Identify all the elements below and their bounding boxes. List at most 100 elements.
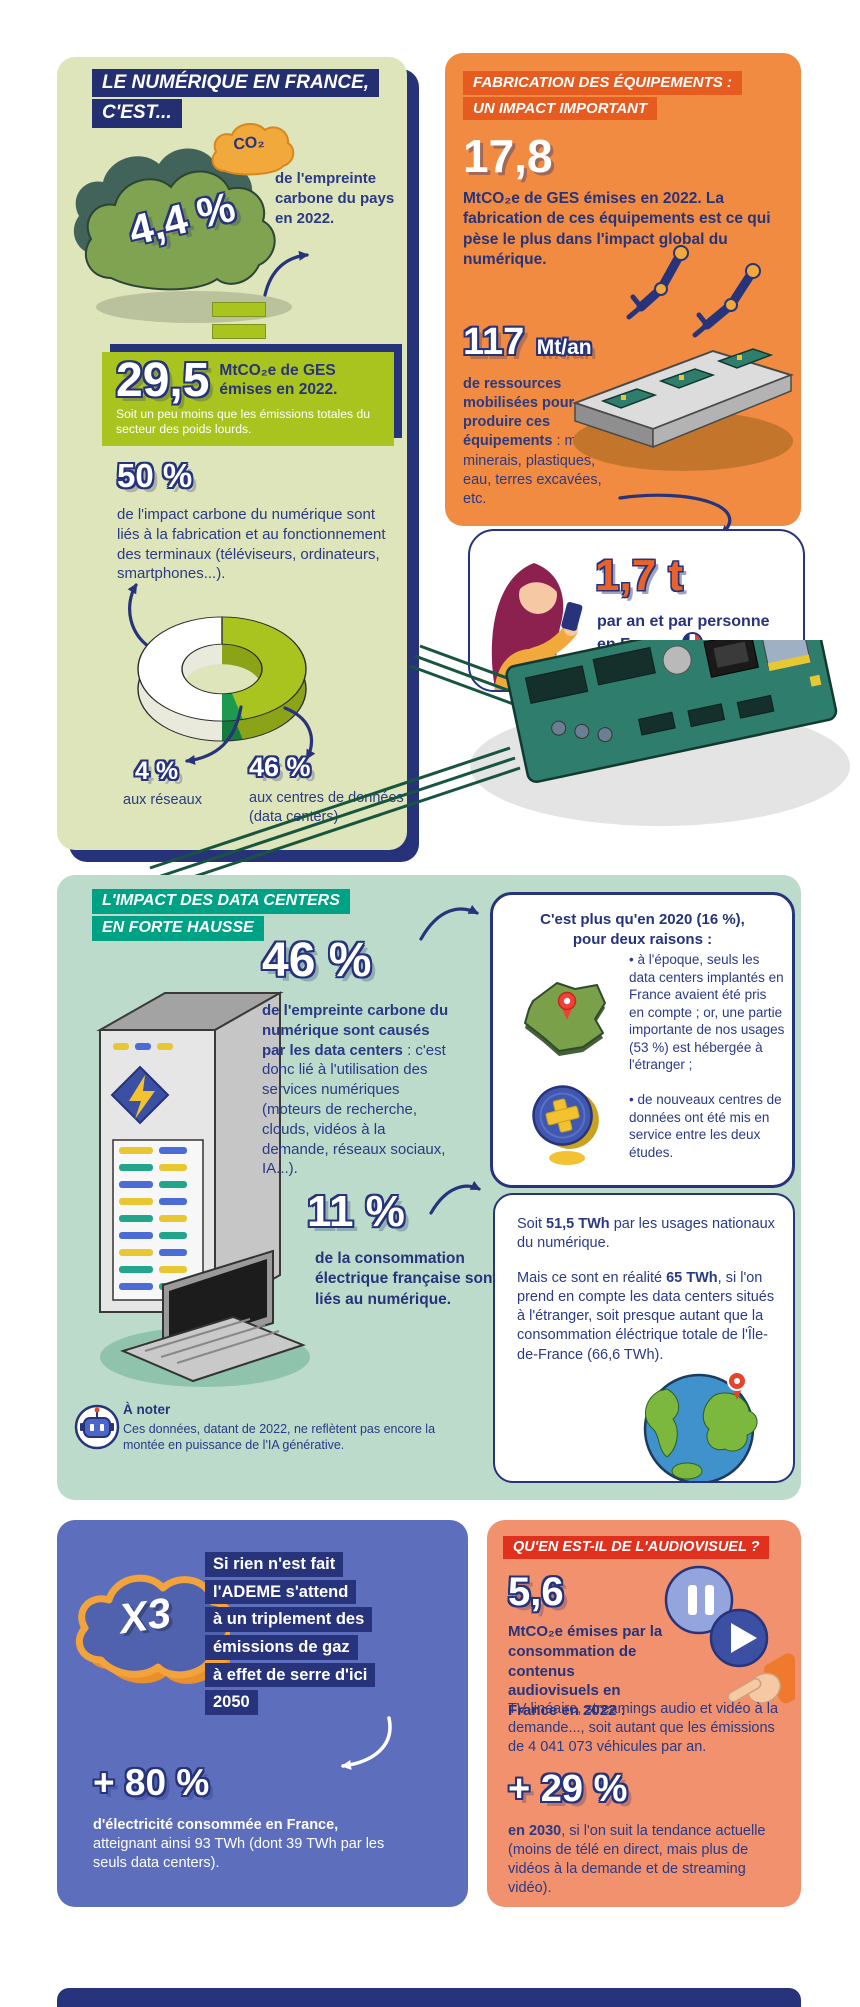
- panel-digital-france: LE NUMÉRIQUE EN FRANCE, C'EST... CO₂ 4,4…: [57, 57, 407, 850]
- twh2-pre: Mais ce sont en réalité: [517, 1270, 667, 1286]
- dc-share-text-rest: : c'est donc lié à l'utilisation des ser…: [262, 1041, 446, 1178]
- audiovisual-text-bold: MtCO₂e émises par la consommation de con…: [508, 1623, 663, 1720]
- twh1-pre: Soit: [517, 1216, 547, 1232]
- footer-bar: [57, 1988, 801, 2007]
- note-text: Ces données, datant de 2022, ne reflèten…: [123, 1421, 436, 1453]
- panel-title-line1: L'IMPACT DES DATA CENTERS: [92, 889, 350, 914]
- callout-2020-box: C'est plus qu'en 2020 (16 %), pour deux …: [490, 892, 795, 1188]
- resources-text: de ressources mobilisées pour produire c…: [463, 375, 621, 509]
- datacenters-label: aux centres de données (data centers): [249, 790, 404, 826]
- terminals-share-text: de l'impact carbone du numérique sont li…: [117, 506, 386, 583]
- fabrication-ges-text: MtCO₂e de GES émises en 2022. La fabrica…: [463, 190, 771, 269]
- panel-audiovisuel: QU'EN EST-IL DE L'AUDIOVISUEL ? 5,6 MtCO…: [487, 1520, 801, 1907]
- panel-title: QU'EN EST-IL DE L'AUDIOVISUEL ?: [503, 1536, 770, 1560]
- twh-paragraph-2: Mais ce sont en réalité 65 TWh, si l'on …: [517, 1269, 779, 1365]
- carbon-share-caption: de l'empreinte carbone du pays en 2022.: [275, 170, 395, 227]
- networks-label: aux réseaux: [123, 792, 202, 808]
- arrow-twh-icon: [425, 1177, 489, 1219]
- per-person-caption-line2: en France.: [597, 636, 678, 654]
- audiovisual-growth-bold: en 2030: [508, 1823, 562, 1839]
- resources-text-bold: de ressources mobilisées pour produire c…: [463, 376, 575, 450]
- resources-value-row: 117 Mt/an: [463, 321, 592, 364]
- audiovisual-ges-value: 5,6: [508, 1570, 564, 1614]
- co2-badge-icon: [205, 119, 295, 181]
- pointing-hand-icon: [727, 1653, 795, 1704]
- twh2-post: , si l'on prend en compte les data cente…: [517, 1270, 775, 1363]
- electricity-growth-bold: d'électricité consommée en France,: [93, 1817, 339, 1833]
- panel-title-line2: UN IMPACT IMPORTANT: [463, 96, 658, 121]
- dc-share-text-bold: de l'empreinte carbone du numérique sont…: [262, 1002, 449, 1059]
- person-phone-illustration: [476, 549, 591, 690]
- co2-cloud-icon: [69, 129, 324, 329]
- twh1-value: 51,5 TWh: [546, 1216, 610, 1232]
- twh-box: Soit 51,5 TWh par les usages nationaux d…: [493, 1193, 795, 1483]
- panel-projection-2050: X3 Si rien n'est fait l'ADEME s'attend à…: [57, 1520, 468, 1907]
- twh-paragraph-1: Soit 51,5 TWh par les usages nationaux d…: [517, 1215, 779, 1253]
- audiovisual-growth-text: en 2030, si l'on suit la tendance actuel…: [508, 1822, 790, 1899]
- electricity-share-value: 11 %: [307, 1187, 405, 1236]
- donut-chart: [105, 595, 340, 775]
- plus-coin-icon: [525, 1073, 607, 1167]
- ges-total-label: MtCO₂e de GES émises en 2022.: [219, 362, 338, 398]
- electricity-growth-rest: atteignant ainsi 93 TWh (dont 39 TWh par…: [93, 1835, 385, 1871]
- panel-data-centers: L'IMPACT DES DATA CENTERS EN FORTE HAUSS…: [57, 875, 801, 1500]
- panel-title-line1: FABRICATION DES ÉQUIPEMENTS :: [463, 71, 742, 95]
- per-person-caption: par an et par personne en France.: [597, 611, 770, 655]
- warning-line-1: Si rien n'est fait: [205, 1552, 344, 1577]
- terminals-share-value: 50 %: [117, 457, 193, 494]
- panel-title-line2: C'EST...: [92, 99, 182, 128]
- panel-title: FABRICATION DES ÉQUIPEMENTS : UN IMPACT …: [463, 71, 742, 121]
- panel-fabrication: FABRICATION DES ÉQUIPEMENTS : UN IMPACT …: [445, 53, 801, 526]
- dc-share-value: 46 %: [262, 934, 372, 987]
- arrow-white-icon: [325, 1712, 405, 1774]
- callout-bullet-2: • de nouveaux centres de données ont été…: [629, 1092, 782, 1160]
- fabrication-ges-value: 17,8: [463, 130, 553, 182]
- resources-unit: Mt/an: [536, 336, 592, 359]
- france-map-icon: [517, 973, 612, 1061]
- note-block: À noter Ces données, datant de 2022, ne …: [123, 1401, 443, 1453]
- server-rack-illustration: [65, 955, 310, 1395]
- datacenters-value: 46 %: [249, 752, 311, 782]
- arrow-per-person-icon: [600, 486, 770, 556]
- france-flag-icon: [682, 632, 704, 654]
- audiovisual-growth-value: + 29 %: [508, 1768, 628, 1810]
- per-person-value: 1,7 t: [595, 551, 684, 600]
- twh1-post: par les usages nationaux du numérique.: [517, 1216, 775, 1252]
- pause-icon: [688, 1585, 697, 1615]
- panel-title: L'IMPACT DES DATA CENTERS EN FORTE HAUSS…: [92, 889, 350, 941]
- warning-line-4: émissions de gaz: [205, 1634, 358, 1660]
- warning-line-2: l'ADEME s'attend: [205, 1579, 357, 1605]
- warning-text-block: Si rien n'est fait l'ADEME s'attend à un…: [205, 1552, 376, 1715]
- per-person-caption-line1: par an et par personne: [597, 613, 770, 630]
- ges-total-value: 29,5: [116, 354, 210, 407]
- electricity-growth-text: d'électricité consommée en France, attei…: [93, 1816, 438, 1873]
- dc-share-text: de l'empreinte carbone du numérique sont…: [262, 1001, 452, 1179]
- panel-title: LE NUMÉRIQUE EN FRANCE, C'EST...: [92, 69, 380, 128]
- per-person-box: 1,7 t par an et par personne en France.: [468, 529, 805, 692]
- arrow-callout-icon: [415, 897, 487, 945]
- arrow-networks-icon: [175, 697, 250, 775]
- ges-total-box: 29,5 MtCO₂e de GES émises en 2022. Soit …: [102, 352, 394, 446]
- callout-title: C'est plus qu'en 2020 (16 %), pour deux …: [540, 911, 745, 948]
- twh2-value: 65 TWh: [666, 1270, 718, 1286]
- globe-icon: [607, 1365, 792, 1481]
- warning-line-3: à un triplement des: [205, 1607, 373, 1632]
- note-title: À noter: [123, 1402, 171, 1417]
- ges-total-note: Soit un peu moins que les émissions tota…: [116, 406, 371, 436]
- panel-title-line1: QU'EN EST-IL DE L'AUDIOVISUEL ?: [503, 1536, 770, 1560]
- electricity-share-text: de la consommation électrique française …: [315, 1250, 498, 1308]
- audiovisual-growth-rest: , si l'on suit la tendance actuelle (moi…: [508, 1823, 766, 1897]
- resources-value: 117: [463, 321, 525, 363]
- arrow-up-icon: [257, 245, 317, 301]
- electricity-growth-value: + 80 %: [93, 1762, 210, 1803]
- panel-title-line2: EN FORTE HAUSSE: [92, 915, 264, 941]
- robot-icon: [73, 1403, 121, 1451]
- audiovisual-text-rest: TV linéaire, streamings audio et vidéo à…: [508, 1701, 779, 1756]
- media-buttons-hand-icon: [647, 1558, 795, 1726]
- warning-line-5: à effet de serre d'ici: [205, 1662, 376, 1688]
- equals-icon: [212, 302, 266, 339]
- robotic-assembly-illustration: [563, 243, 798, 478]
- networks-value: 4 %: [135, 757, 179, 785]
- warning-line-6: 2050: [205, 1690, 258, 1715]
